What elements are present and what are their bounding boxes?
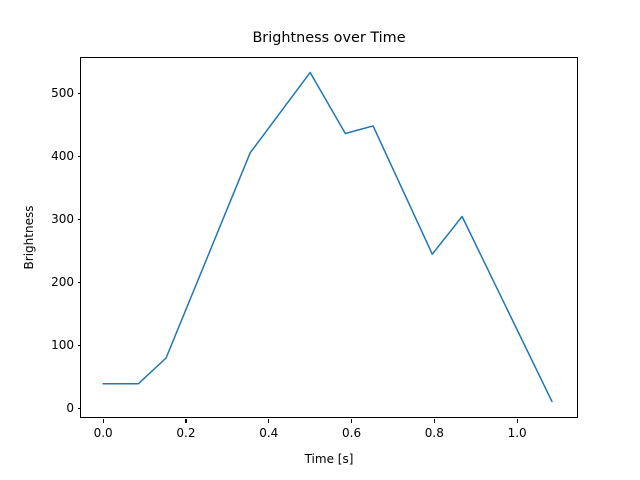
y-tick-label: 300 — [51, 212, 74, 227]
x-axis-label: Time [s] — [304, 452, 354, 466]
y-tick-mark — [77, 282, 81, 284]
x-tick-mark — [102, 419, 104, 423]
y-tick-label: 500 — [51, 86, 74, 101]
x-tick-mark — [268, 419, 270, 423]
y-tick-mark — [77, 156, 81, 158]
y-axis-label-wrapper: Brightness — [0, 0, 40, 480]
y-tick-label: 0 — [66, 400, 74, 415]
x-tick-mark — [185, 419, 187, 423]
y-axis-label: Brightness — [22, 205, 36, 270]
x-tick-label: 0.6 — [342, 426, 362, 440]
y-tick-label: 400 — [51, 149, 74, 164]
data-series-line — [102, 71, 553, 403]
plot-area: 0 100 200 300 400 500 0.0 0.2 0.4 0.6 0.8 1.0 — [51, 57, 578, 440]
x-tick-label: 0.4 — [259, 426, 279, 440]
x-tick-mark — [351, 419, 353, 423]
y-tick-label: 200 — [51, 275, 74, 290]
y-tick-mark — [77, 344, 81, 346]
y-tick-mark — [77, 93, 81, 95]
x-tick-label: 0.0 — [93, 426, 113, 440]
x-tick-label: 0.8 — [424, 426, 444, 440]
y-tick-label: 100 — [51, 337, 74, 352]
y-tick-mark — [77, 407, 81, 409]
y-tick-mark — [77, 219, 81, 221]
x-tick-mark — [516, 419, 518, 423]
chart-title: Brightness over Time — [252, 30, 406, 46]
data-line-svg — [102, 71, 553, 403]
x-tick-mark — [433, 419, 435, 423]
x-tick-label: 0.2 — [176, 426, 196, 440]
x-tick-label: 1.0 — [507, 426, 527, 440]
